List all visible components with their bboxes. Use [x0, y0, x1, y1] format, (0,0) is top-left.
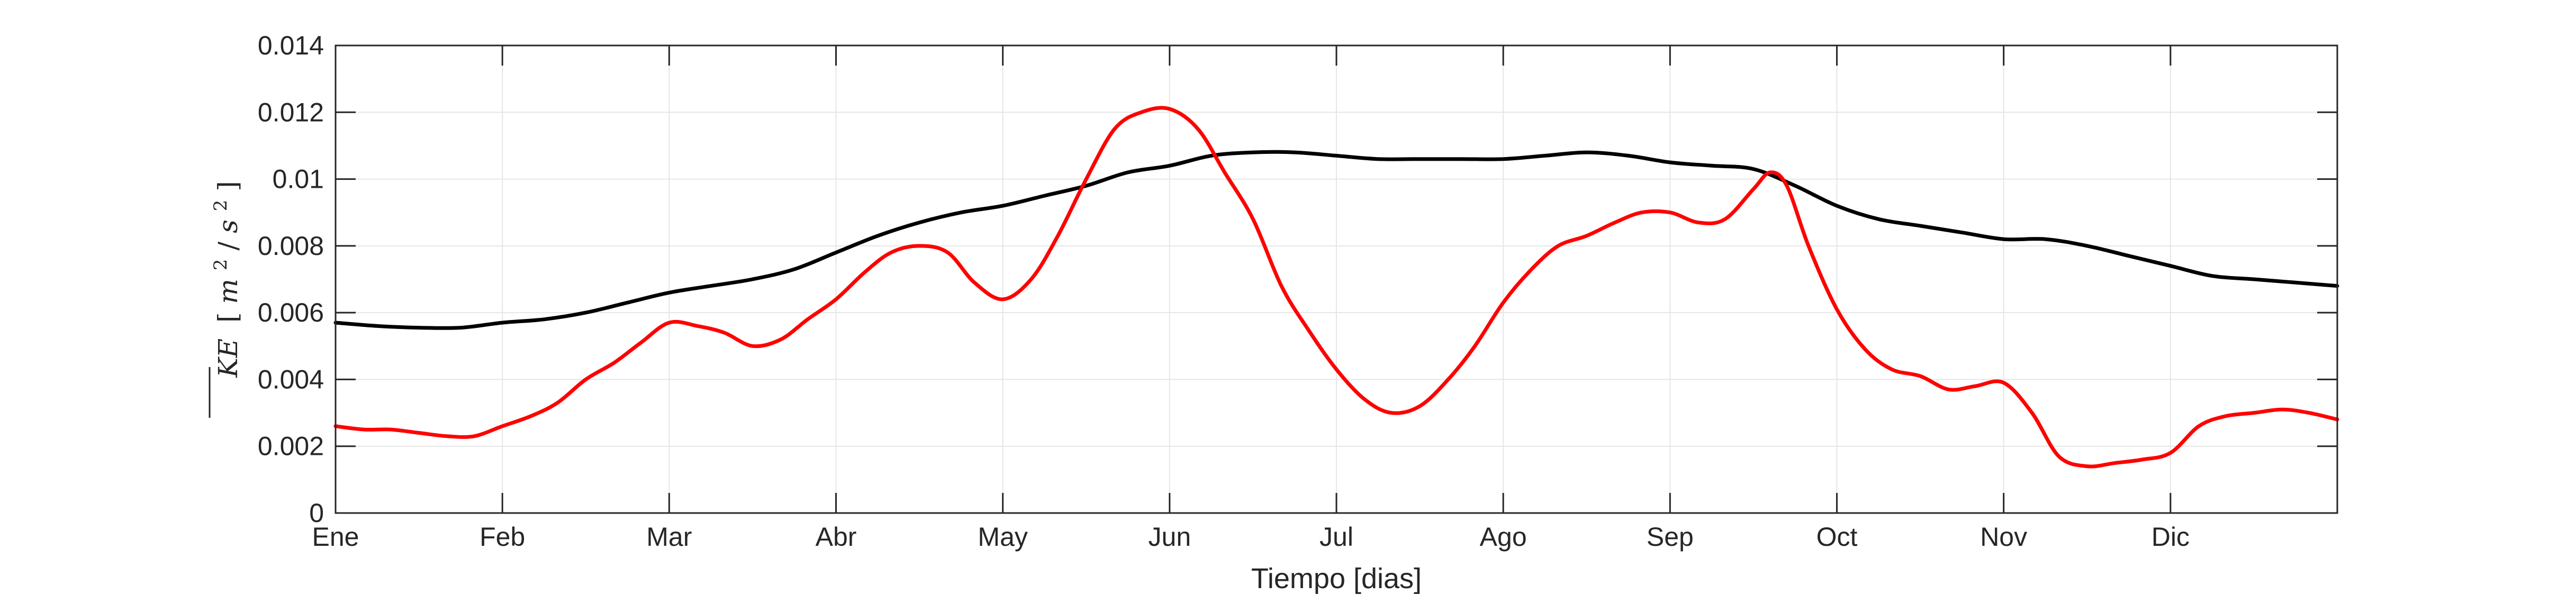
y-tick-label: 0.008	[258, 231, 324, 261]
x-tick-label: Sep	[1647, 522, 1694, 552]
ylabel-symbol: KE	[213, 338, 243, 378]
y-tick-label: 0.002	[258, 432, 324, 461]
x-tick-label: May	[978, 522, 1027, 552]
x-tick-label: Ene	[312, 522, 359, 552]
y-tick-label: 0.006	[258, 298, 324, 327]
svg-text:KE [ m 2: KE [ m 2 / s 2 ]	[202, 181, 243, 378]
ylabel-unit-open: [	[213, 312, 243, 323]
x-tick-label: Oct	[1816, 522, 1858, 552]
x-tick-label: Dic	[2152, 522, 2190, 552]
tick-marks	[335, 44, 2337, 514]
y-tick-label: 0.01	[273, 164, 324, 194]
series-line-red	[333, 106, 2339, 469]
ylabel-exp1: 2	[210, 259, 231, 271]
y-axis-title: KE [ m 2 / s 2 ]	[202, 181, 243, 418]
series-layer	[333, 106, 2339, 469]
y-tick-label: 0.014	[258, 31, 324, 60]
x-tick-label: Nov	[1980, 522, 2027, 552]
y-tick-labels: 0 0.002 0.004 0.006 0.008 0.01 0.012 0.014	[258, 31, 324, 528]
ylabel-exp2: 2	[210, 200, 231, 212]
x-tick-label: Jul	[1319, 522, 1353, 552]
x-tick-label: Feb	[480, 522, 525, 552]
x-tick-labels: Ene Feb Mar Abr May Jun Jul Ago Sep Oct Nov Dic	[312, 522, 2190, 552]
y-tick-label: 0	[309, 498, 324, 528]
y-tick-label: 0.004	[258, 364, 324, 394]
x-tick-label: Jun	[1149, 522, 1191, 552]
x-axis-title: Tiempo [dias]	[1251, 563, 1422, 594]
ylabel-unit-close: ]	[213, 181, 243, 191]
ylabel-slash: /	[213, 242, 243, 251]
x-tick-label: Ago	[1480, 522, 1527, 552]
x-tick-label: Abr	[816, 522, 857, 552]
ylabel-m: m	[213, 279, 243, 304]
x-tick-label: Mar	[646, 522, 692, 552]
series-line-black	[333, 150, 2339, 330]
y-tick-label: 0.012	[258, 97, 324, 127]
ylabel-s: s	[213, 219, 243, 233]
